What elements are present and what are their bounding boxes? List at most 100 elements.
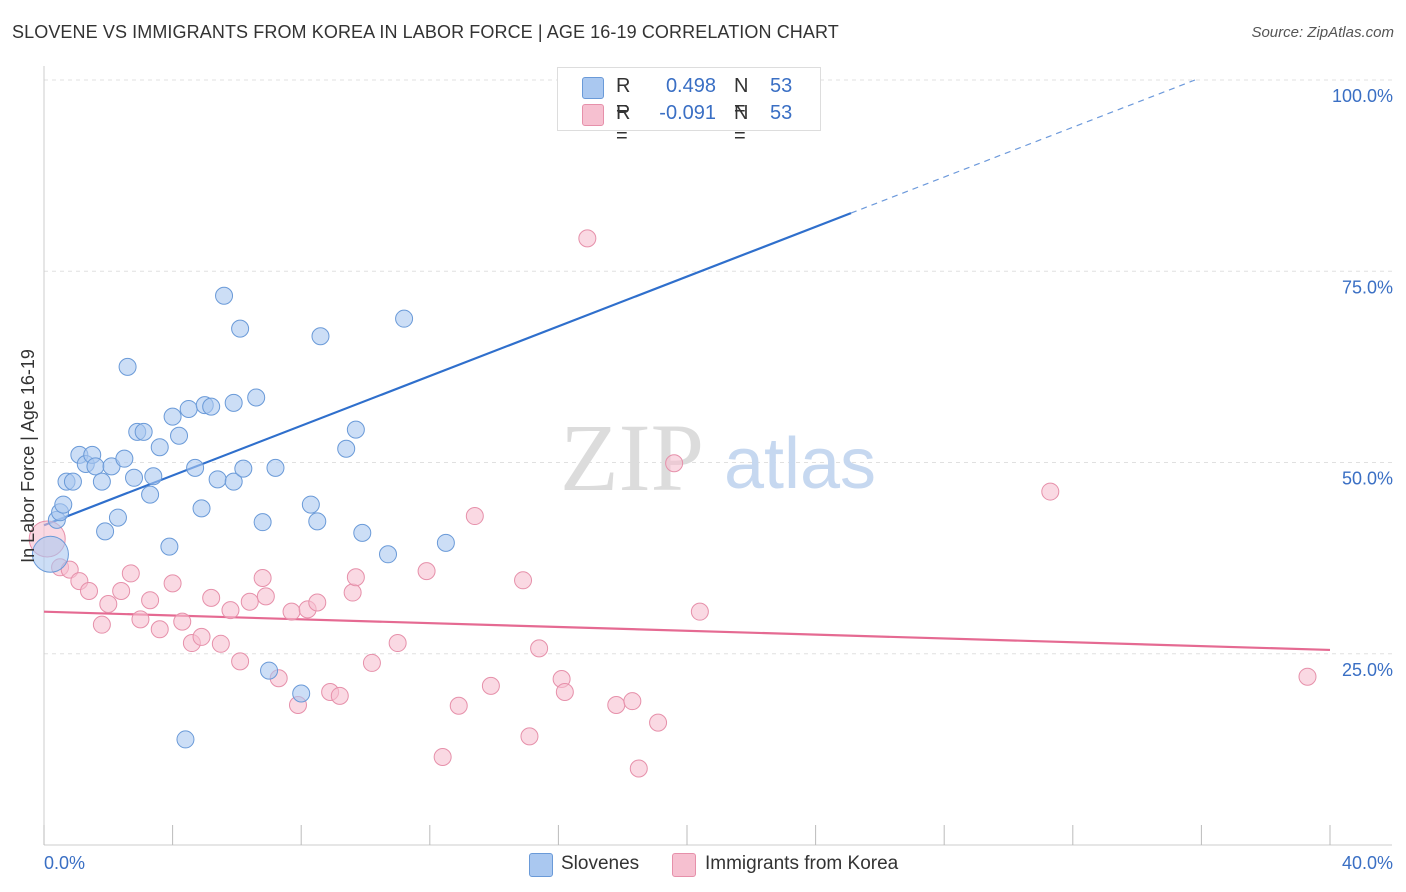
- point-slovenes[interactable]: [63, 472, 82, 491]
- point-korea[interactable]: [433, 748, 452, 767]
- legend-r-value: -0.091: [659, 102, 716, 124]
- point-korea[interactable]: [256, 587, 275, 606]
- point-slovenes[interactable]: [253, 513, 272, 532]
- legend-r-label: R =: [616, 75, 631, 120]
- point-slovenes[interactable]: [176, 730, 195, 749]
- point-korea[interactable]: [362, 653, 381, 672]
- point-slovenes[interactable]: [247, 388, 266, 407]
- point-korea[interactable]: [665, 454, 684, 473]
- point-slovenes[interactable]: [215, 286, 234, 305]
- point-korea[interactable]: [99, 595, 118, 614]
- point-slovenes[interactable]: [54, 495, 73, 514]
- point-korea[interactable]: [530, 639, 549, 658]
- point-korea[interactable]: [1041, 482, 1060, 501]
- point-slovenes[interactable]: [141, 485, 160, 504]
- point-korea[interactable]: [388, 634, 407, 653]
- point-korea[interactable]: [163, 574, 182, 593]
- point-slovenes[interactable]: [260, 661, 279, 680]
- point-slovenes[interactable]: [118, 357, 137, 376]
- point-korea[interactable]: [80, 582, 99, 601]
- point-slovenes[interactable]: [163, 407, 182, 426]
- point-korea[interactable]: [112, 582, 131, 601]
- point-slovenes[interactable]: [186, 458, 205, 477]
- point-slovenes[interactable]: [308, 512, 327, 531]
- point-slovenes[interactable]: [208, 470, 227, 489]
- point-slovenes[interactable]: [150, 438, 169, 457]
- point-korea[interactable]: [649, 713, 668, 732]
- point-korea[interactable]: [221, 601, 240, 620]
- point-slovenes[interactable]: [337, 439, 356, 458]
- point-korea[interactable]: [578, 229, 597, 248]
- axes: [43, 66, 1392, 846]
- point-korea[interactable]: [60, 560, 79, 579]
- point-slovenes[interactable]: [311, 327, 330, 346]
- point-korea[interactable]: [330, 686, 349, 705]
- point-korea[interactable]: [449, 696, 468, 715]
- point-korea[interactable]: [211, 634, 230, 653]
- y-tick-label: 50.0%: [1342, 469, 1393, 489]
- point-korea[interactable]: [131, 610, 150, 629]
- point-korea[interactable]: [192, 627, 211, 646]
- point-korea[interactable]: [514, 571, 533, 590]
- point-korea[interactable]: [231, 652, 250, 671]
- point-slovenes[interactable]: [86, 457, 105, 476]
- point-slovenes[interactable]: [134, 422, 153, 441]
- point-korea[interactable]: [607, 696, 626, 715]
- point-korea[interactable]: [481, 676, 500, 695]
- point-korea[interactable]: [308, 593, 327, 612]
- point-slovenes[interactable]: [202, 397, 221, 416]
- series-legend-label-slovenes[interactable]: Slovenes: [561, 853, 640, 874]
- point-korea[interactable]: [240, 592, 259, 611]
- point-korea[interactable]: [282, 602, 301, 621]
- point-korea[interactable]: [623, 692, 642, 711]
- point-slovenes[interactable]: [224, 393, 243, 412]
- point-slovenes[interactable]: [379, 545, 398, 564]
- point-slovenes[interactable]: [170, 426, 189, 445]
- point-korea[interactable]: [173, 612, 192, 631]
- point-slovenes[interactable]: [353, 523, 372, 542]
- point-slovenes[interactable]: [436, 533, 455, 552]
- point-korea[interactable]: [343, 583, 362, 602]
- point-slovenes[interactable]: [346, 420, 365, 439]
- point-korea[interactable]: [92, 615, 111, 634]
- point-slovenes[interactable]: [192, 499, 211, 518]
- point-korea[interactable]: [141, 591, 160, 610]
- point-korea[interactable]: [202, 588, 221, 607]
- point-slovenes[interactable]: [292, 684, 311, 703]
- point-korea[interactable]: [555, 683, 574, 701]
- point-slovenes[interactable]: [115, 449, 134, 468]
- series-legend-swatch-korea[interactable]: [672, 853, 696, 877]
- point-slovenes[interactable]: [395, 309, 414, 328]
- point-korea[interactable]: [346, 568, 365, 587]
- point-slovenes[interactable]: [144, 467, 163, 486]
- point-slovenes[interactable]: [96, 522, 115, 541]
- point-korea[interactable]: [629, 759, 648, 778]
- point-slovenes[interactable]: [31, 535, 69, 573]
- legend-n-value: 53: [770, 102, 793, 124]
- point-slovenes[interactable]: [234, 459, 253, 478]
- x-tick-label: 0.0%: [44, 853, 85, 873]
- watermark: ZIP atlas: [560, 404, 876, 511]
- point-korea[interactable]: [253, 569, 272, 588]
- source-credit[interactable]: Source: ZipAtlas.com: [1251, 24, 1394, 41]
- point-slovenes[interactable]: [179, 399, 198, 418]
- point-korea[interactable]: [121, 564, 140, 583]
- point-korea[interactable]: [417, 562, 436, 581]
- point-slovenes[interactable]: [108, 508, 127, 527]
- point-slovenes[interactable]: [224, 472, 243, 491]
- point-korea[interactable]: [690, 602, 709, 621]
- point-slovenes[interactable]: [301, 495, 320, 514]
- series-legend-swatch-slovenes[interactable]: [529, 853, 553, 877]
- point-korea[interactable]: [465, 507, 484, 526]
- point-slovenes[interactable]: [92, 472, 111, 491]
- point-korea[interactable]: [150, 620, 169, 639]
- legend-r-label: R =: [616, 102, 631, 147]
- point-korea[interactable]: [520, 727, 539, 746]
- series-legend-label-korea[interactable]: Immigrants from Korea: [705, 853, 899, 874]
- point-slovenes[interactable]: [160, 537, 179, 556]
- point-slovenes[interactable]: [125, 468, 144, 487]
- point-slovenes[interactable]: [231, 319, 250, 338]
- point-korea[interactable]: [1298, 667, 1317, 686]
- point-slovenes[interactable]: [266, 458, 285, 477]
- x-tick-label: 40.0%: [1342, 853, 1393, 873]
